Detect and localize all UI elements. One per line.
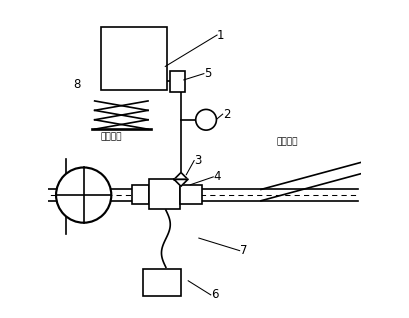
Text: 5: 5	[204, 67, 211, 80]
Circle shape	[56, 168, 111, 223]
Text: 放矿主管: 放矿主管	[100, 132, 122, 141]
Bar	[133, 185, 149, 204]
Bar	[101, 27, 167, 90]
Text: 7: 7	[240, 244, 247, 257]
Text: 4: 4	[213, 170, 221, 183]
Text: 放矿支管: 放矿支管	[276, 137, 298, 146]
Polygon shape	[174, 172, 188, 179]
Bar	[180, 185, 202, 204]
Text: 6: 6	[211, 288, 218, 301]
Bar	[143, 269, 181, 296]
Bar	[170, 71, 185, 92]
Polygon shape	[174, 179, 188, 186]
Text: 3: 3	[194, 154, 202, 167]
Bar	[149, 179, 180, 209]
Circle shape	[196, 109, 216, 130]
Text: 1: 1	[217, 29, 225, 42]
Text: 8: 8	[73, 78, 81, 91]
Text: 2: 2	[223, 107, 230, 121]
